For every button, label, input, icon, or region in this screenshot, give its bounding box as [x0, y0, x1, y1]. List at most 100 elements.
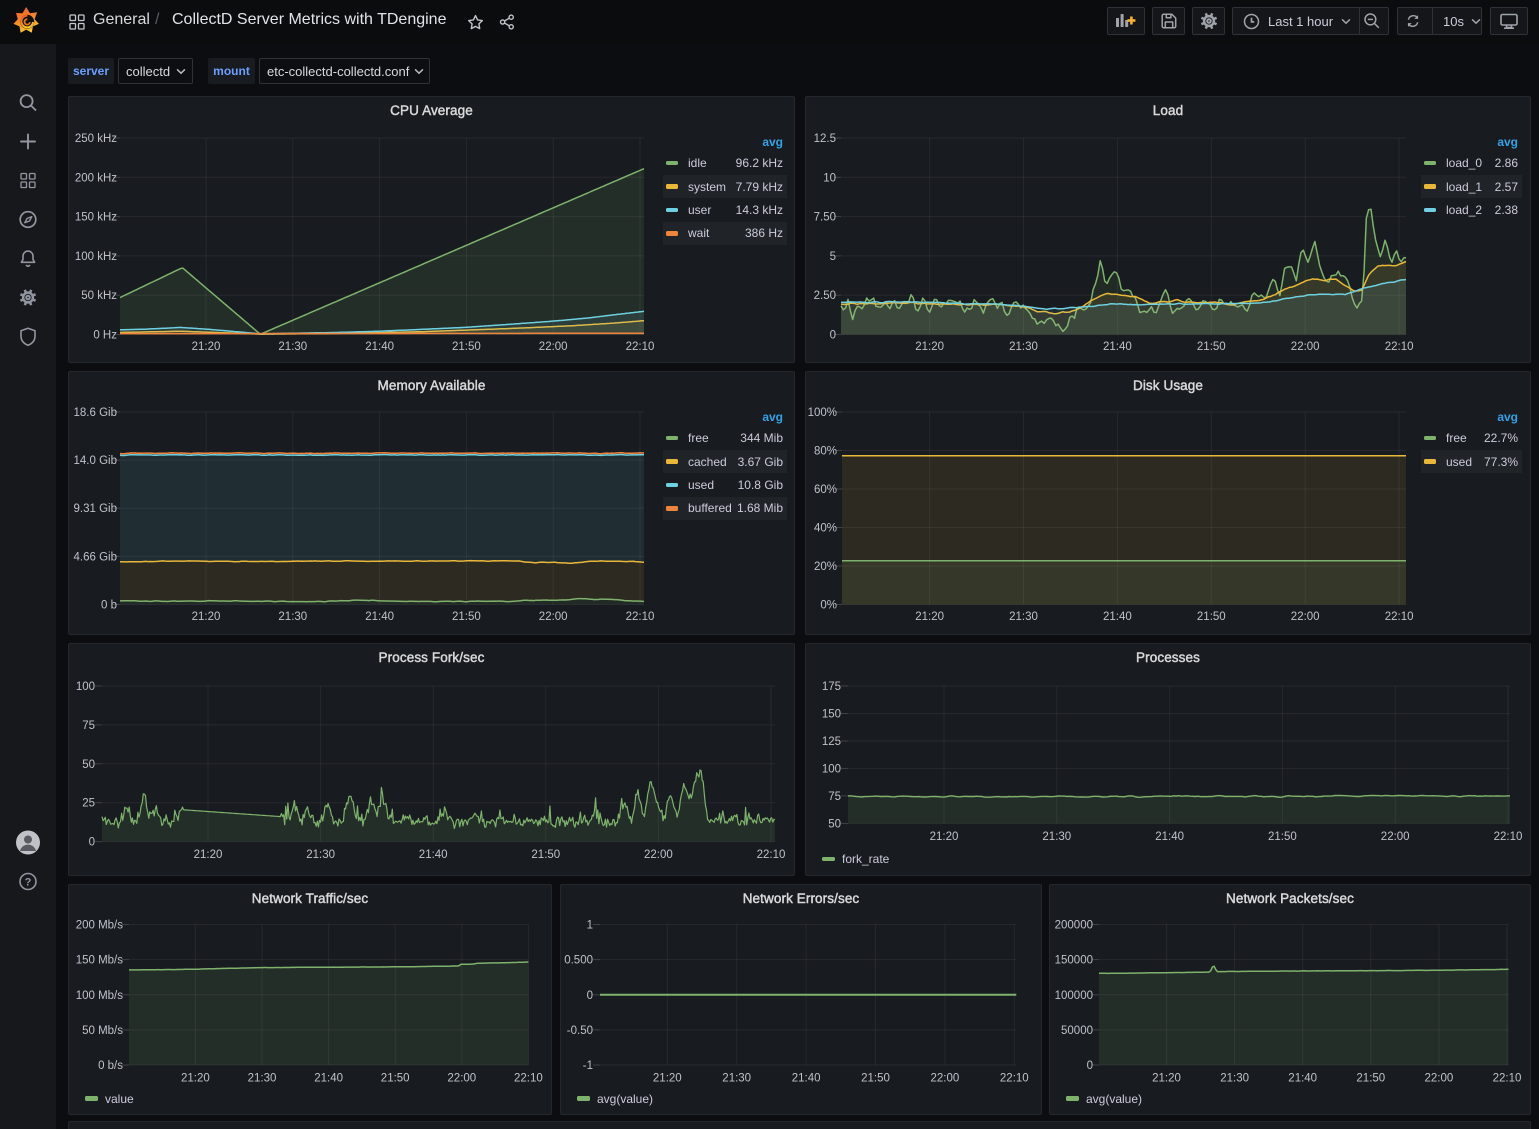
svg-text:21:30: 21:30: [1042, 831, 1071, 843]
svg-text:21:30: 21:30: [1220, 1073, 1249, 1085]
svg-text:21:20: 21:20: [915, 341, 944, 353]
svg-text:0: 0: [89, 837, 95, 849]
svg-text:21:30: 21:30: [722, 1073, 751, 1085]
svg-text:0 b: 0 b: [101, 600, 117, 612]
svg-text:75: 75: [82, 720, 95, 732]
svg-text:22:00: 22:00: [447, 1073, 476, 1085]
svg-text:50: 50: [828, 818, 841, 830]
svg-text:21:40: 21:40: [792, 1073, 821, 1085]
svg-text:125: 125: [822, 736, 841, 748]
svg-text:21:50: 21:50: [861, 1073, 890, 1085]
svg-text:21:20: 21:20: [915, 611, 944, 623]
svg-text:150000: 150000: [1055, 955, 1093, 967]
svg-text:?: ?: [25, 877, 32, 889]
svg-text:25: 25: [82, 798, 95, 810]
svg-text:22:10: 22:10: [626, 341, 655, 353]
svg-text:21:50: 21:50: [1268, 831, 1297, 843]
svg-text:22:00: 22:00: [644, 849, 673, 861]
svg-text:100 kHz: 100 kHz: [75, 251, 117, 263]
svg-text:100: 100: [822, 763, 841, 775]
svg-text:150: 150: [822, 709, 841, 721]
svg-text:21:40: 21:40: [1103, 611, 1132, 623]
svg-text:1: 1: [587, 920, 593, 932]
svg-text:14.0 Gib: 14.0 Gib: [74, 455, 117, 467]
svg-text:21:20: 21:20: [194, 849, 223, 861]
svg-text:22:10: 22:10: [1000, 1073, 1029, 1085]
svg-text:21:40: 21:40: [1103, 341, 1132, 353]
svg-text:22:00: 22:00: [1381, 831, 1410, 843]
svg-text:80%: 80%: [814, 446, 837, 458]
svg-text:21:30: 21:30: [278, 611, 307, 623]
svg-text:75: 75: [828, 791, 841, 803]
svg-text:21:40: 21:40: [365, 611, 394, 623]
svg-text:21:20: 21:20: [181, 1073, 210, 1085]
svg-text:200 Mb/s: 200 Mb/s: [76, 920, 124, 932]
svg-text:10: 10: [823, 172, 836, 184]
svg-text:0%: 0%: [820, 600, 837, 612]
svg-text:2.50: 2.50: [814, 290, 836, 302]
svg-text:21:40: 21:40: [419, 849, 448, 861]
svg-text:18.6 Gib: 18.6 Gib: [74, 407, 117, 419]
svg-text:21:50: 21:50: [1356, 1073, 1385, 1085]
svg-text:150 Mb/s: 150 Mb/s: [76, 955, 124, 967]
svg-text:21:30: 21:30: [306, 849, 335, 861]
svg-text:21:30: 21:30: [1009, 611, 1038, 623]
svg-text:-1: -1: [583, 1060, 593, 1072]
svg-text:21:30: 21:30: [278, 341, 307, 353]
svg-text:0.500: 0.500: [564, 955, 593, 967]
svg-text:200000: 200000: [1055, 920, 1093, 932]
svg-text:40%: 40%: [814, 523, 837, 535]
svg-text:21:20: 21:20: [192, 341, 221, 353]
svg-text:7.50: 7.50: [814, 212, 836, 224]
svg-text:50000: 50000: [1061, 1025, 1093, 1037]
svg-text:0: 0: [830, 330, 836, 342]
svg-text:22:10: 22:10: [1385, 341, 1414, 353]
svg-text:21:20: 21:20: [192, 611, 221, 623]
svg-text:22:00: 22:00: [1291, 341, 1320, 353]
svg-text:22:00: 22:00: [539, 341, 568, 353]
svg-text:21:50: 21:50: [1197, 341, 1226, 353]
svg-text:22:10: 22:10: [626, 611, 655, 623]
svg-text:150 kHz: 150 kHz: [75, 212, 117, 224]
svg-text:21:50: 21:50: [381, 1073, 410, 1085]
svg-text:50 kHz: 50 kHz: [81, 290, 117, 302]
svg-text:22:10: 22:10: [1494, 831, 1523, 843]
svg-text:12.5: 12.5: [814, 133, 836, 145]
svg-text:21:50: 21:50: [452, 611, 481, 623]
svg-text:0 Hz: 0 Hz: [93, 330, 117, 342]
svg-text:5: 5: [830, 251, 836, 263]
svg-text:21:40: 21:40: [314, 1073, 343, 1085]
svg-text:21:40: 21:40: [1155, 831, 1184, 843]
svg-text:9.31 Gib: 9.31 Gib: [74, 503, 117, 515]
svg-text:100 Mb/s: 100 Mb/s: [76, 990, 124, 1002]
svg-text:100: 100: [76, 681, 95, 693]
svg-text:21:30: 21:30: [248, 1073, 277, 1085]
svg-text:50: 50: [82, 759, 95, 771]
svg-text:21:20: 21:20: [653, 1073, 682, 1085]
svg-text:250 kHz: 250 kHz: [75, 133, 117, 145]
svg-text:0 b/s: 0 b/s: [98, 1060, 123, 1072]
svg-text:175: 175: [822, 681, 841, 693]
svg-text:100000: 100000: [1055, 990, 1093, 1002]
svg-text:21:50: 21:50: [452, 341, 481, 353]
svg-text:200 kHz: 200 kHz: [75, 172, 117, 184]
svg-text:100%: 100%: [808, 407, 837, 419]
svg-text:22:00: 22:00: [931, 1073, 960, 1085]
svg-text:0: 0: [587, 990, 593, 1002]
svg-text:21:20: 21:20: [1152, 1073, 1181, 1085]
svg-text:22:10: 22:10: [514, 1073, 543, 1085]
svg-text:22:10: 22:10: [1493, 1073, 1522, 1085]
svg-text:22:10: 22:10: [757, 849, 786, 861]
svg-text:22:10: 22:10: [1385, 611, 1414, 623]
svg-text:0: 0: [1087, 1060, 1093, 1072]
svg-text:22:00: 22:00: [1425, 1073, 1454, 1085]
svg-text:22:00: 22:00: [1291, 611, 1320, 623]
svg-text:-0.50: -0.50: [567, 1025, 593, 1037]
svg-text:21:50: 21:50: [1197, 611, 1226, 623]
svg-text:21:20: 21:20: [930, 831, 959, 843]
svg-text:21:40: 21:40: [1288, 1073, 1317, 1085]
svg-text:60%: 60%: [814, 484, 837, 496]
svg-text:20%: 20%: [814, 561, 837, 573]
svg-text:21:30: 21:30: [1009, 341, 1038, 353]
svg-text:21:40: 21:40: [365, 341, 394, 353]
